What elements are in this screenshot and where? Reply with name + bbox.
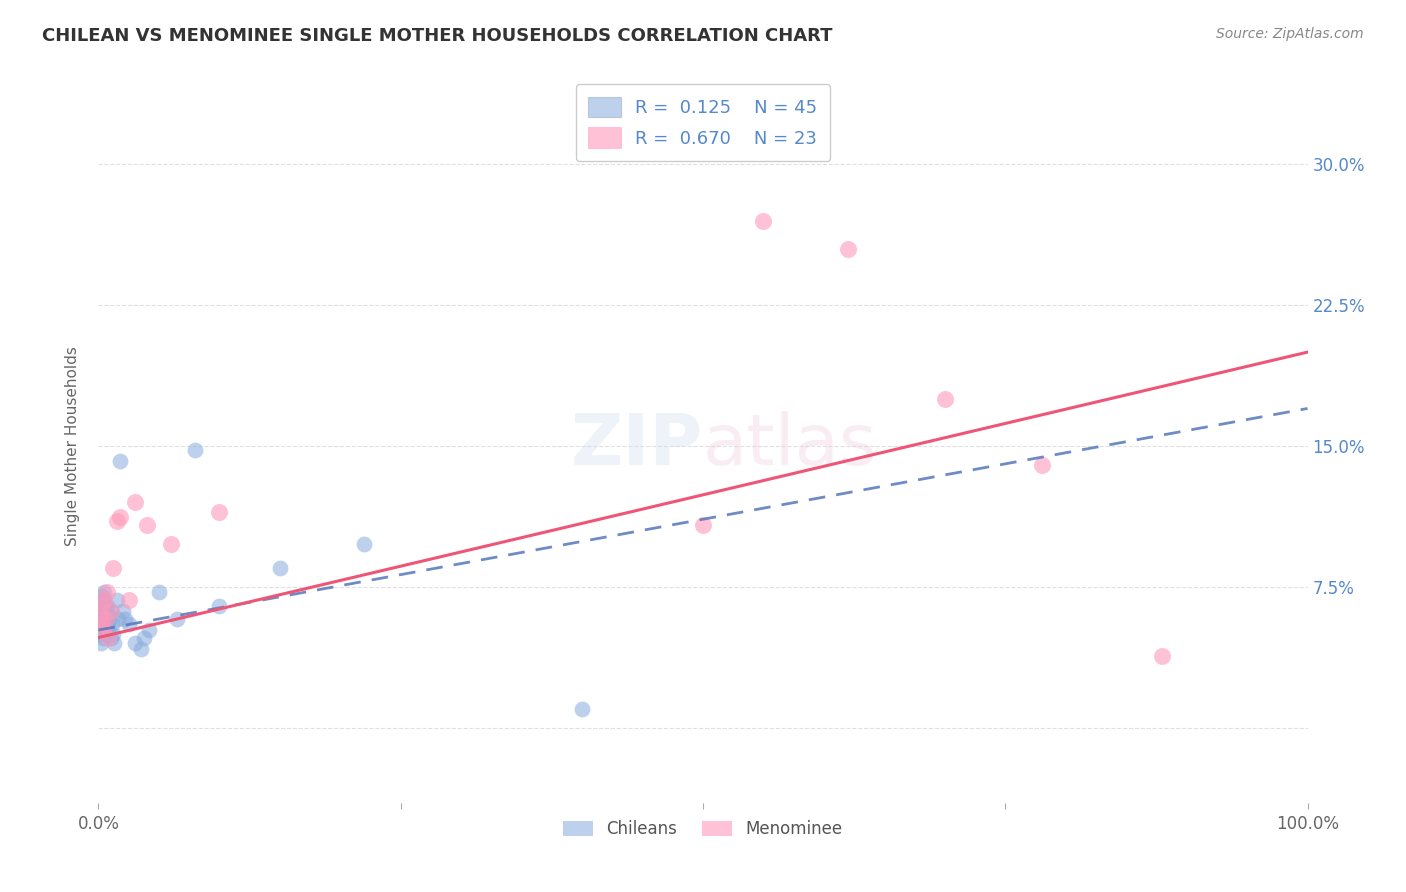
- Point: [96, 599, 118, 613]
- Point: [103, 636, 125, 650]
- Point: [91, 589, 114, 603]
- Point: [96, 617, 118, 632]
- Point: [752, 213, 775, 227]
- Point: [97, 631, 120, 645]
- Point: [101, 561, 124, 575]
- Point: [166, 612, 188, 626]
- Point: [93, 593, 115, 607]
- Point: [100, 617, 122, 632]
- Point: [96, 585, 118, 599]
- Text: Source: ZipAtlas.com: Source: ZipAtlas.com: [1216, 27, 1364, 41]
- Text: atlas: atlas: [703, 411, 877, 481]
- Point: [160, 536, 183, 550]
- Point: [208, 599, 231, 613]
- Point: [91, 607, 114, 622]
- Point: [94, 612, 117, 626]
- Point: [91, 593, 114, 607]
- Point: [94, 604, 117, 618]
- Point: [90, 617, 112, 632]
- Point: [1152, 649, 1174, 664]
- Point: [105, 514, 128, 528]
- Legend: Chileans, Menominee: Chileans, Menominee: [557, 814, 849, 845]
- Point: [353, 536, 375, 550]
- Point: [208, 505, 231, 519]
- Point: [91, 604, 114, 618]
- Point: [124, 636, 146, 650]
- Text: ZIP: ZIP: [571, 411, 703, 481]
- Point: [91, 623, 114, 637]
- Point: [89, 607, 111, 622]
- Point: [134, 631, 156, 645]
- Point: [184, 442, 207, 457]
- Point: [135, 517, 157, 532]
- Point: [97, 607, 120, 622]
- Point: [129, 641, 152, 656]
- Point: [91, 631, 114, 645]
- Point: [93, 599, 115, 613]
- Point: [100, 604, 122, 618]
- Point: [94, 612, 117, 626]
- Y-axis label: Single Mother Households: Single Mother Households: [65, 346, 80, 546]
- Point: [101, 627, 124, 641]
- Point: [108, 454, 131, 468]
- Point: [837, 242, 859, 256]
- Point: [124, 495, 146, 509]
- Point: [91, 623, 114, 637]
- Point: [89, 607, 111, 622]
- Point: [100, 631, 122, 645]
- Text: CHILEAN VS MENOMINEE SINGLE MOTHER HOUSEHOLDS CORRELATION CHART: CHILEAN VS MENOMINEE SINGLE MOTHER HOUSE…: [42, 27, 832, 45]
- Point: [107, 612, 129, 626]
- Point: [111, 604, 134, 618]
- Point: [90, 636, 112, 650]
- Point: [108, 510, 131, 524]
- Point: [148, 585, 170, 599]
- Point: [91, 612, 114, 626]
- Point: [934, 392, 956, 406]
- Point: [94, 627, 117, 641]
- Point: [118, 593, 141, 607]
- Point: [138, 623, 160, 637]
- Point: [269, 561, 291, 575]
- Point: [114, 612, 136, 626]
- Point: [90, 599, 112, 613]
- Point: [91, 617, 114, 632]
- Point: [692, 517, 714, 532]
- Point: [118, 617, 141, 632]
- Point: [97, 623, 120, 637]
- Point: [105, 593, 128, 607]
- Point: [90, 599, 112, 613]
- Point: [93, 585, 115, 599]
- Point: [1031, 458, 1053, 472]
- Point: [93, 617, 115, 632]
- Point: [98, 612, 121, 626]
- Point: [100, 604, 122, 618]
- Point: [89, 627, 111, 641]
- Point: [571, 702, 593, 716]
